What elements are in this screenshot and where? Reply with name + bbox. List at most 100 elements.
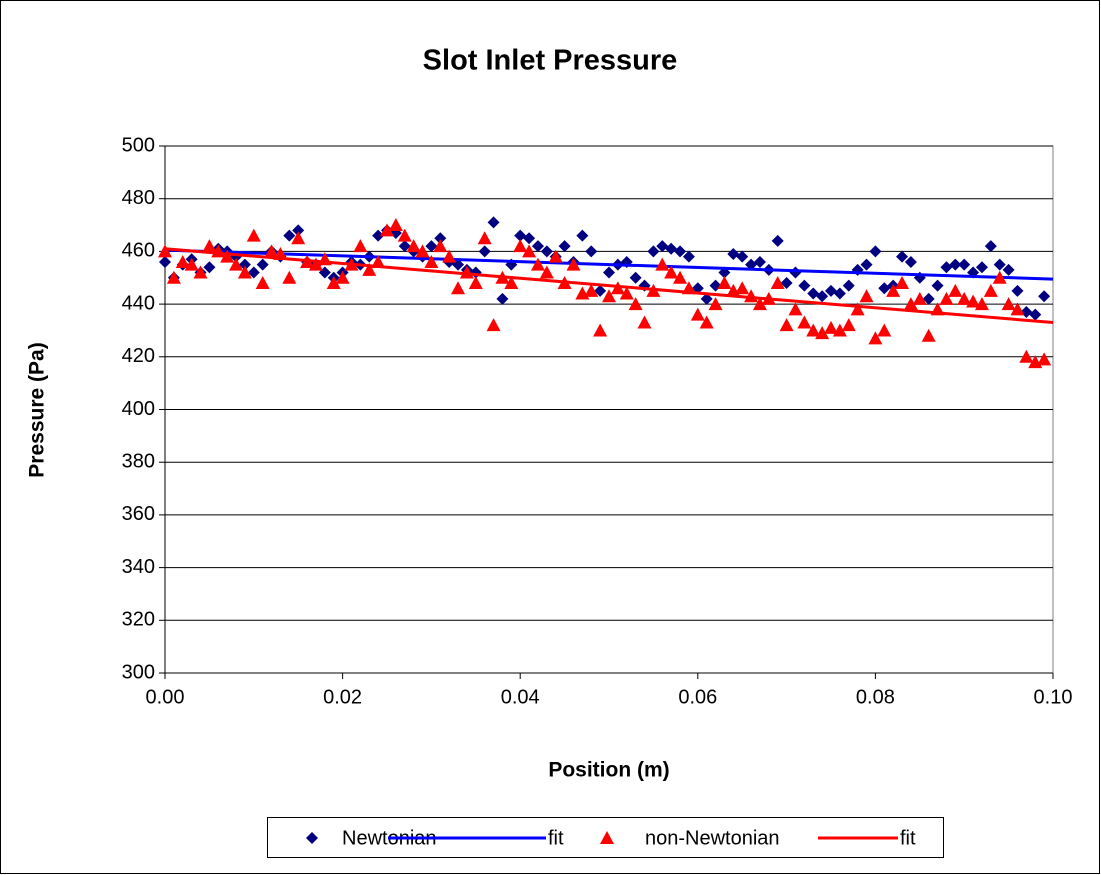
data-point (859, 289, 874, 303)
data-point (238, 258, 251, 271)
data-point (736, 250, 749, 263)
data-point (966, 294, 981, 308)
data-point (745, 258, 758, 271)
data-point (833, 287, 846, 300)
data-point (602, 289, 616, 303)
y-tick-label: 480 (122, 187, 155, 209)
data-point (292, 224, 305, 237)
data-point (486, 318, 501, 332)
data-point (816, 290, 829, 303)
data-point (842, 279, 855, 292)
data-point (878, 282, 891, 295)
data-point (975, 261, 988, 274)
data-point (468, 276, 483, 290)
data-point (283, 229, 296, 242)
data-point (566, 257, 581, 271)
data-point (477, 231, 492, 245)
data-point (291, 231, 306, 245)
data-point (921, 328, 936, 342)
y-tick-label: 380 (122, 450, 155, 472)
data-point (585, 245, 598, 258)
data-point (708, 297, 723, 311)
data-point (815, 326, 830, 340)
data-point (824, 320, 838, 334)
data-point (202, 239, 217, 253)
chart-title: Slot Inlet Pressure (423, 45, 678, 77)
data-point (406, 239, 421, 253)
data-point (504, 276, 519, 290)
data-point (673, 270, 688, 284)
data-point (362, 262, 377, 276)
data-point (717, 276, 732, 290)
data-point (531, 240, 544, 253)
data-point (780, 277, 793, 290)
x-tick-label: 0.10 (1034, 686, 1073, 708)
data-point (752, 297, 767, 311)
data-point (912, 291, 927, 305)
data-point (513, 239, 528, 253)
y-tick-label: 440 (122, 292, 155, 314)
data-point (886, 283, 901, 297)
data-point (983, 283, 998, 297)
data-point (690, 307, 705, 321)
data-point (398, 240, 411, 253)
data-point (433, 239, 448, 253)
data-point (1038, 290, 1051, 303)
data-point (451, 281, 466, 295)
data-point (1011, 284, 1024, 297)
fit-line (164, 248, 1054, 281)
data-point (308, 257, 323, 271)
data-point (593, 323, 608, 337)
data-point (957, 291, 972, 305)
data-point (193, 265, 208, 279)
data-point (247, 266, 260, 279)
x-tick-label: 0.00 (146, 686, 185, 708)
data-point (478, 245, 491, 258)
data-point (425, 240, 438, 253)
data-point (770, 276, 785, 290)
data-point (992, 270, 1007, 284)
data-point (353, 239, 368, 253)
x-tick-label: 0.08 (856, 686, 895, 708)
data-point (895, 276, 910, 290)
data-point (619, 286, 634, 300)
data-point (628, 297, 643, 311)
data-point (1037, 352, 1052, 366)
data-point (807, 287, 820, 300)
legend-label: non-Newtonian (645, 827, 780, 849)
y-tick-label: 340 (122, 556, 155, 578)
data-point (175, 254, 190, 268)
legend-label: fit (900, 827, 916, 849)
data-point (940, 261, 953, 274)
data-point (904, 255, 917, 268)
data-point (256, 258, 269, 271)
y-tick-label: 300 (122, 661, 155, 683)
data-point (700, 292, 713, 305)
data-point (539, 265, 554, 279)
legend-label: fit (548, 827, 564, 849)
data-point (682, 250, 695, 263)
data-point (530, 257, 545, 271)
data-point (397, 228, 412, 242)
data-point (869, 245, 882, 258)
data-point (797, 315, 812, 329)
data-point (548, 249, 563, 263)
data-point (825, 284, 837, 297)
data-point (523, 232, 536, 245)
data-point (993, 258, 1006, 271)
data-point (806, 323, 821, 337)
data-point (415, 244, 430, 258)
data-point (372, 229, 385, 242)
data-point (388, 218, 403, 232)
data-point (237, 265, 252, 279)
data-point (958, 258, 971, 271)
data-point (326, 276, 341, 290)
data-point (656, 240, 669, 253)
data-point (664, 265, 679, 279)
data-point (779, 318, 794, 332)
data-point (1010, 302, 1025, 316)
y-tick-label: 320 (122, 609, 155, 631)
data-point (674, 245, 687, 258)
data-point (584, 283, 599, 297)
